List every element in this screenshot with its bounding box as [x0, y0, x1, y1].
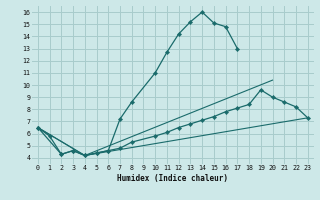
X-axis label: Humidex (Indice chaleur): Humidex (Indice chaleur): [117, 174, 228, 183]
